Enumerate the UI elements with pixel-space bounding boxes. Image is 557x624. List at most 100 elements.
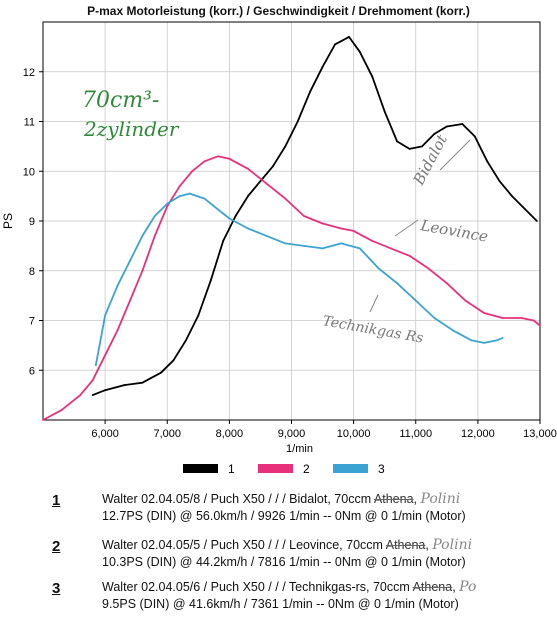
data-point-2 bbox=[166, 205, 169, 208]
data-point-2 bbox=[153, 235, 156, 237]
annotation-pointer-technikgas bbox=[369, 294, 379, 313]
data-point-2 bbox=[539, 324, 541, 327]
data-point-3 bbox=[94, 364, 97, 367]
data-point-1 bbox=[321, 65, 324, 68]
data-point-3 bbox=[247, 227, 249, 230]
data-point-3 bbox=[452, 329, 454, 332]
data-point-3 bbox=[303, 245, 305, 247]
data-point-2 bbox=[408, 254, 411, 257]
run-entry: 1 Walter 02.04.05/8 / Puch X50 / / / Bid… bbox=[0, 490, 557, 536]
data-point-3 bbox=[414, 299, 417, 302]
data-point-3 bbox=[340, 242, 343, 245]
x-tick-label: 9,000 bbox=[278, 428, 306, 440]
data-point-3 bbox=[433, 317, 436, 319]
x-tick-label: 11,000 bbox=[399, 428, 432, 440]
entry-description: Walter 02.04.05/6 / Puch X50 / / / Techn… bbox=[102, 579, 476, 595]
data-point-1 bbox=[247, 195, 249, 198]
data-point-3 bbox=[188, 192, 191, 195]
entry-number: 3 bbox=[52, 580, 61, 597]
entry-number: 1 bbox=[52, 492, 61, 509]
data-point-3 bbox=[104, 314, 106, 317]
data-point-3 bbox=[203, 197, 206, 200]
data-point-3 bbox=[265, 235, 268, 237]
run-entry: 2 Walter 02.04.05/5 / Puch X50 / / / Leo… bbox=[0, 536, 557, 582]
data-point-1 bbox=[498, 180, 501, 183]
data-point-2 bbox=[104, 354, 106, 357]
y-axis-ticks: 6 7 8 9 10 11 12 bbox=[23, 67, 43, 377]
legend-swatch-3 bbox=[333, 464, 368, 473]
data-point-1 bbox=[371, 75, 374, 78]
y-tick-label: 11 bbox=[24, 117, 35, 129]
annotation-pointer-leovince bbox=[394, 219, 419, 237]
data-point-2 bbox=[303, 215, 305, 217]
legend-label-3: 3 bbox=[378, 462, 385, 476]
data-point-1 bbox=[461, 123, 464, 125]
y-tick-label: 6 bbox=[29, 365, 35, 377]
data-point-3 bbox=[470, 339, 473, 342]
data-point-2 bbox=[464, 299, 467, 302]
data-point-1 bbox=[234, 215, 237, 217]
entry-struck-brand: Athena bbox=[385, 538, 426, 552]
x-tick-label: 7,000 bbox=[153, 428, 181, 440]
data-point-3 bbox=[483, 342, 485, 344]
data-point-3 bbox=[495, 339, 498, 342]
x-axis-ticks: 6,000 7,000 8,000 9,000 10,000 11,000 12,000 13… bbox=[91, 420, 557, 440]
data-point-2 bbox=[203, 160, 206, 163]
data-point-3 bbox=[153, 215, 156, 217]
data-point-2 bbox=[340, 227, 343, 230]
data-point-2 bbox=[217, 155, 219, 158]
data-point-1 bbox=[421, 145, 423, 148]
data-point-1 bbox=[160, 371, 162, 374]
annotation-technikgas: Technikgas Rs bbox=[321, 313, 424, 346]
data-point-3 bbox=[358, 247, 361, 250]
x-tick-label: 10,000 bbox=[337, 428, 371, 440]
legend: 1 2 3 bbox=[183, 462, 385, 476]
x-tick-label: 8,000 bbox=[216, 428, 244, 440]
entry-handwritten-brand: Po bbox=[459, 579, 477, 595]
data-point-1 bbox=[172, 359, 175, 362]
data-point-1 bbox=[383, 110, 386, 113]
legend-swatch-2 bbox=[258, 464, 293, 473]
entry-struck-brand: Athena bbox=[373, 492, 414, 506]
series-lines bbox=[42, 36, 541, 421]
handwritten-annotations: 70cm³- 2zylinder Bidalot Leovince Techni… bbox=[82, 88, 490, 347]
legend-label-2: 2 bbox=[303, 462, 310, 476]
legend-label-1: 1 bbox=[228, 462, 235, 476]
entry-result: 9.5PS (DIN) @ 41.6km/h / 7361 1/min -- 0… bbox=[102, 597, 459, 611]
data-point-3 bbox=[141, 235, 144, 237]
entry-result: 10.3PS (DIN) @ 44.2km/h / 7816 1/min -- … bbox=[102, 555, 466, 569]
x-tick-label: 12,000 bbox=[461, 428, 495, 440]
data-point-2 bbox=[371, 240, 374, 242]
entry-struck-brand: Athena bbox=[412, 580, 453, 594]
data-point-1 bbox=[259, 180, 262, 183]
data-point-1 bbox=[334, 43, 336, 46]
entry-separator: , bbox=[425, 538, 429, 552]
data-point-3 bbox=[396, 282, 398, 285]
data-point-3 bbox=[116, 284, 119, 287]
data-point-2 bbox=[91, 379, 94, 382]
entry-description: Walter 02.04.05/8 / Puch X50 / / / Bidal… bbox=[102, 491, 460, 507]
data-point-2 bbox=[483, 312, 485, 314]
entry-separator: , bbox=[413, 492, 418, 506]
chart-title: P-max Motorleistung (korr.) / Geschwindi… bbox=[87, 4, 470, 18]
y-tick-label: 8 bbox=[29, 266, 35, 278]
data-point-2 bbox=[191, 170, 194, 173]
data-point-3 bbox=[216, 207, 218, 210]
annotation-pointer-bidalot bbox=[439, 139, 471, 171]
data-point-3 bbox=[501, 337, 504, 339]
annotation-leovince: Leovince bbox=[418, 216, 489, 246]
data-point-1 bbox=[511, 195, 513, 198]
data-point-3 bbox=[178, 195, 181, 198]
entry-result: 12.7PS (DIN) @ 56.0km/h / 9926 1/min -- … bbox=[102, 509, 466, 523]
entry-text: Walter 02.04.05/6 / Puch X50 / / / Techn… bbox=[102, 580, 413, 594]
data-point-2 bbox=[321, 222, 324, 225]
data-point-1 bbox=[348, 36, 350, 38]
data-point-1 bbox=[358, 50, 361, 53]
data-point-1 bbox=[122, 384, 125, 387]
data-point-1 bbox=[396, 140, 398, 143]
data-point-1 bbox=[486, 160, 489, 163]
entry-handwritten-brand: Polini bbox=[420, 491, 461, 507]
annotation-engine: 70cm³- bbox=[82, 88, 159, 113]
data-point-2 bbox=[390, 247, 392, 250]
